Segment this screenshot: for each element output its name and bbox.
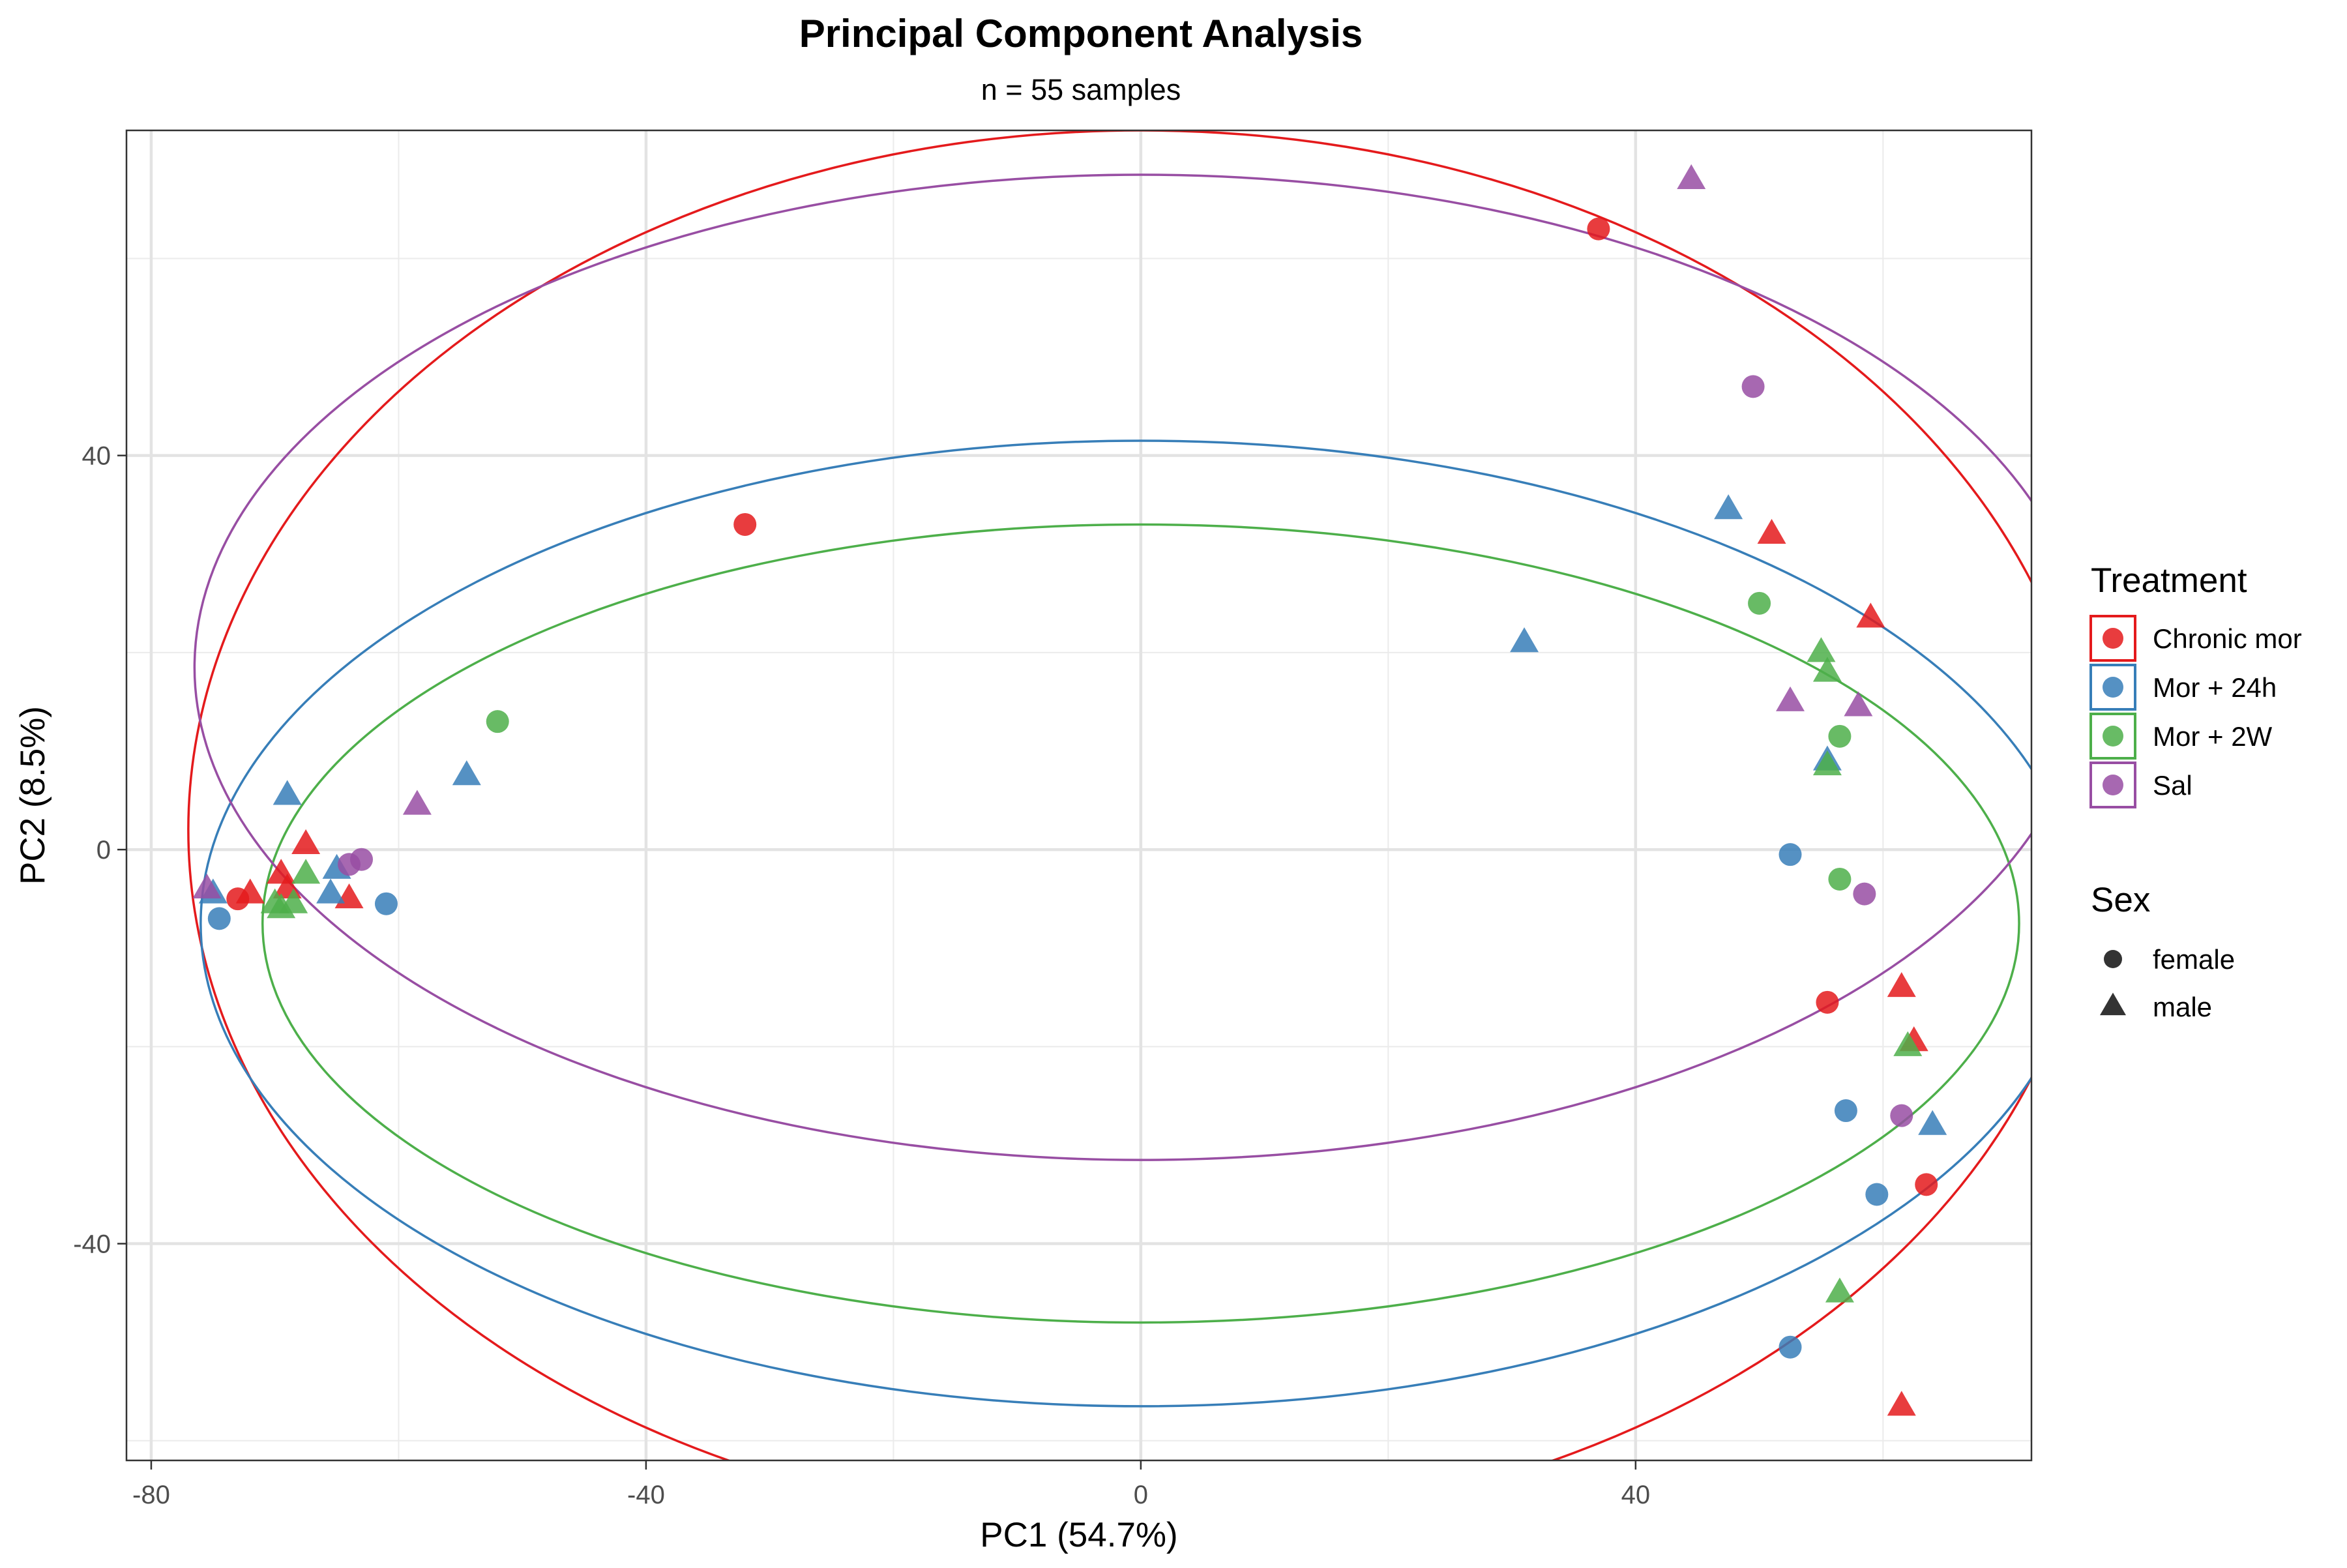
x-tick-label: -80 <box>132 1481 170 1509</box>
data-point-mor-24h-female <box>207 907 231 930</box>
legend-treatment-items: Chronic mor Mor + 24h Mor + 2W Sal <box>2089 615 2302 808</box>
data-point-sal-male <box>1776 686 1805 711</box>
legend-symbol-mor-2w <box>2103 726 2123 747</box>
legend-symbol-female <box>2104 950 2122 968</box>
data-point-mor-2w-male <box>1812 750 1842 776</box>
ellipse-mor-24h <box>199 439 2031 1408</box>
x-axis-title: PC1 (54.7%) <box>980 1516 1177 1554</box>
ellipse-chronic-mor <box>187 130 2031 1460</box>
confidence-ellipses <box>187 130 2031 1460</box>
data-point-chronic-mor-female <box>733 512 757 536</box>
data-point-mor-2w-male <box>1812 657 1842 682</box>
data-point-chronic-mor-male <box>1887 1391 1916 1416</box>
data-point-chronic-mor-male <box>235 878 265 904</box>
data-point-mor-2w-female <box>1748 591 1771 615</box>
data-point-mor-2w-female <box>486 710 509 733</box>
legend-title-treatment: Treatment <box>2091 561 2247 600</box>
data-point-sal-male <box>192 873 222 899</box>
data-point-sal-male <box>402 790 432 815</box>
data-point-sal-female <box>1853 882 1876 906</box>
data-point-sal-female <box>1741 375 1765 398</box>
x-tick-label: 40 <box>1621 1481 1651 1509</box>
legend-label-female: female <box>2153 944 2235 975</box>
data-point-sal-female <box>1890 1104 1913 1127</box>
data-point-chronic-mor-male <box>291 829 321 855</box>
data-point-chronic-mor-female <box>1816 990 1839 1014</box>
legend-sex-items: female male <box>2100 944 2235 1022</box>
data-point-mor-2w-female <box>1828 867 1852 891</box>
data-point-mor-2w-male <box>1825 1277 1854 1303</box>
legend-title-sex: Sex <box>2091 881 2150 919</box>
data-point-mor-24h-female <box>1779 843 1802 866</box>
plot-panel-border <box>125 129 2033 1462</box>
ellipse-mor-2w <box>261 523 2020 1324</box>
data-point-mor-24h-male <box>1714 494 1743 520</box>
legend-label-mor-24h: Mor + 24h <box>2153 672 2277 703</box>
data-point-chronic-mor-male <box>1856 602 1885 628</box>
legend-symbol-chronic-mor <box>2103 628 2123 649</box>
data-point-sal-male <box>1844 691 1873 717</box>
chart-subtitle: n = 55 samples <box>981 73 1181 106</box>
data-point-mor-24h-male <box>1918 1110 1947 1135</box>
data-point-sal-female <box>338 853 361 876</box>
data-point-mor-24h-female <box>1779 1335 1802 1359</box>
x-tick-label: -40 <box>627 1481 665 1509</box>
y-axis: -40 0 40 <box>73 442 126 1259</box>
data-point-mor-24h-female <box>1834 1099 1857 1123</box>
data-point-mor-24h-female <box>374 892 398 915</box>
legend: Treatment Chronic mor Mor + 24h Mor + 2W Sa… <box>2089 561 2302 1022</box>
x-tick-label: 0 <box>1134 1481 1148 1509</box>
legend-symbol-mor-24h <box>2103 677 2123 698</box>
chart-title: Principal Component Analysis <box>799 12 1363 55</box>
data-point-mor-24h-female <box>1865 1183 1889 1206</box>
legend-label-sal: Sal <box>2153 770 2192 801</box>
plot-panel-background <box>126 130 2031 1460</box>
legend-label-chronic-mor: Chronic mor <box>2153 623 2302 654</box>
legend-label-male: male <box>2153 992 2212 1022</box>
data-point-mor-2w-male <box>1893 1031 1923 1056</box>
x-axis: -80 -40 0 40 <box>132 1460 1650 1509</box>
legend-symbol-male <box>2100 992 2126 1016</box>
data-point-chronic-mor-female <box>1587 217 1610 241</box>
y-axis-title: PC2 (8.5%) <box>14 706 52 885</box>
data-point-mor-2w-male <box>291 859 321 884</box>
data-point-chronic-mor-male <box>1887 972 1916 998</box>
data-point-mor-2w-male <box>267 893 296 919</box>
y-tick-label: 40 <box>82 442 111 471</box>
grid-lines <box>126 130 2031 1460</box>
data-point-mor-24h-male <box>1510 627 1539 653</box>
y-tick-label: -40 <box>73 1230 111 1259</box>
data-point-mor-24h-male <box>273 780 302 805</box>
data-point-chronic-mor-female <box>1915 1173 1938 1196</box>
data-point-mor-2w-female <box>1828 724 1852 748</box>
data-point-sal-male <box>1677 164 1706 190</box>
data-point-mor-24h-male <box>452 760 481 786</box>
legend-symbol-sal <box>2103 775 2123 795</box>
data-point-mor-24h-male <box>316 878 346 904</box>
data-point-mor-2w-male <box>1807 637 1836 662</box>
y-tick-label: 0 <box>96 836 111 865</box>
ellipse-sal <box>194 173 2031 1161</box>
legend-key-sal <box>2089 762 2136 808</box>
data-point-chronic-mor-male <box>1757 518 1786 544</box>
data-points <box>192 164 1947 1416</box>
legend-label-mor-2w: Mor + 2W <box>2153 721 2273 752</box>
